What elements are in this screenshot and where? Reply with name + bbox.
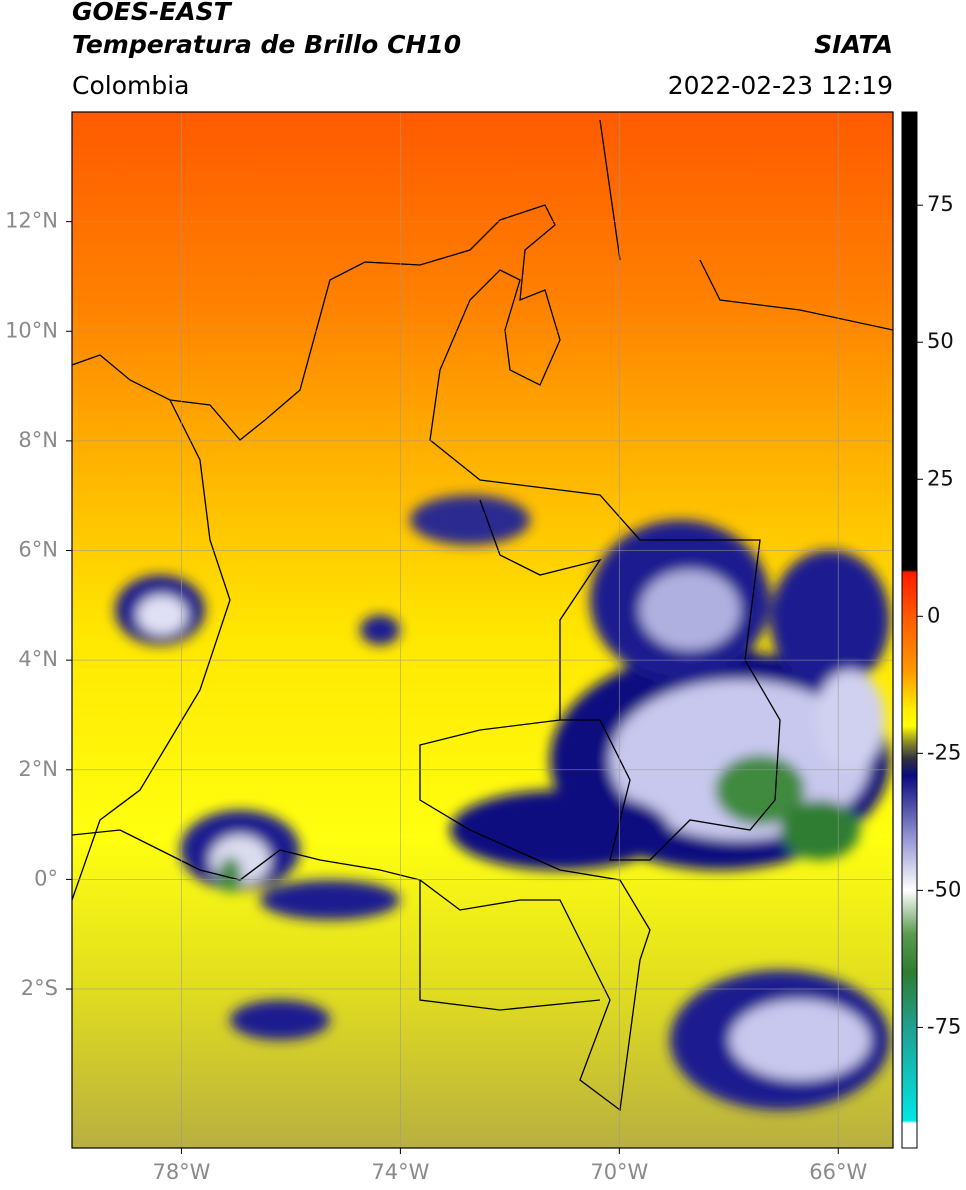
- y-tick-label: 4°N: [18, 647, 58, 671]
- colorbar-tick-label: -75: [927, 1014, 961, 1038]
- clouds: [115, 495, 890, 1110]
- colorbar-tick-label: 50: [927, 329, 954, 353]
- colorbar-tick-label: -25: [927, 740, 961, 764]
- title-line2: Temperatura de Brillo CH10: [72, 30, 461, 59]
- y-tick-label: 2°N: [18, 757, 58, 781]
- borders: [72, 119, 893, 1112]
- colorbar-tick-label: 25: [927, 466, 954, 490]
- y-tick-label: 6°N: [18, 538, 58, 562]
- map-frame: [71, 111, 894, 1149]
- y-tick-label: 0°: [34, 866, 58, 890]
- y-tick-label: 12°N: [5, 209, 58, 233]
- datetime: 2022-02-23 12:19: [668, 71, 893, 100]
- y-tick-label: 2°S: [21, 976, 58, 1000]
- y-tick-label: 8°N: [18, 428, 58, 452]
- colorbar-tick-label: 75: [927, 192, 954, 216]
- colorbar: [901, 111, 918, 1149]
- map-image: [72, 112, 893, 1148]
- x-tick-label: 66°W: [809, 1160, 867, 1184]
- title-line1: GOES-EAST: [72, 0, 233, 26]
- x-tick-label: 70°W: [590, 1160, 648, 1184]
- source: SIATA: [814, 30, 893, 59]
- grid: [72, 112, 893, 1148]
- region: Colombia: [72, 71, 189, 100]
- x-tick-label: 74°W: [371, 1160, 429, 1184]
- colorbar-tick-label: -50: [927, 877, 961, 901]
- y-tick-label: 10°N: [5, 318, 58, 342]
- x-tick-label: 78°W: [152, 1160, 210, 1184]
- colorbar-tick-label: 0: [927, 603, 940, 627]
